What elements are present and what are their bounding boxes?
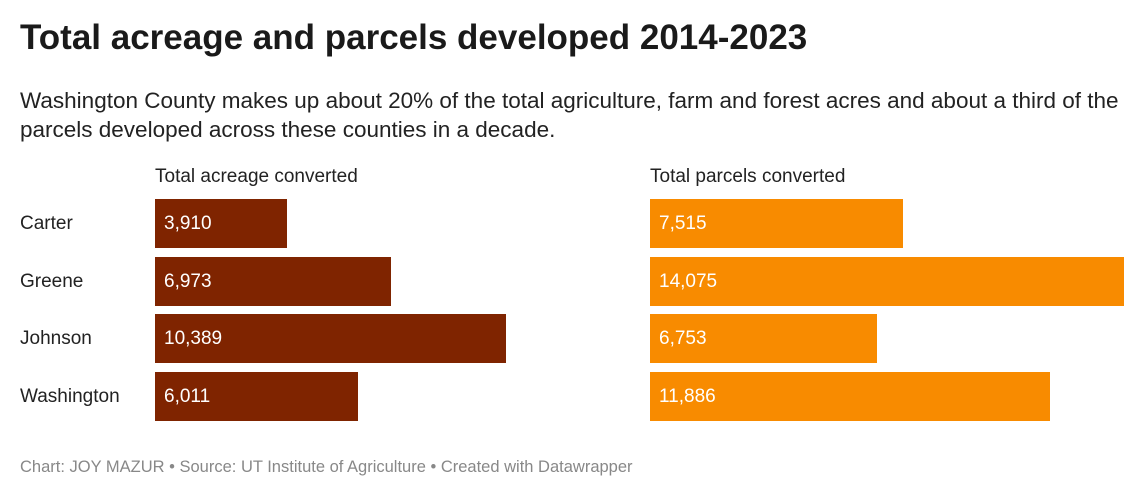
- data-label: 6,753: [659, 328, 707, 349]
- data-label: 6,011: [164, 385, 211, 407]
- column-header-parcels: Total parcels converted: [650, 166, 846, 187]
- bar: [650, 371, 1051, 421]
- bar: [155, 199, 288, 248]
- column-header-acreage: Total acreage converted: [155, 166, 358, 187]
- row-label: Carter: [20, 213, 73, 234]
- bar: [650, 256, 1124, 306]
- row-label: Greene: [20, 270, 84, 292]
- data-label: 3,910: [164, 213, 212, 234]
- data-label: 10,389: [164, 328, 223, 349]
- bar: [650, 314, 878, 363]
- bar: [155, 371, 359, 421]
- data-label: 11,886: [659, 385, 716, 407]
- chart-title: Total acreage and parcels developed 2014…: [20, 18, 808, 57]
- chart-subtitle: Washington County makes up about 20% of …: [20, 88, 1119, 142]
- data-label: 14,075: [659, 270, 718, 292]
- bar: [650, 199, 904, 248]
- bar: [155, 314, 506, 363]
- chart-footer: Chart: JOY MAZUR • Source: UT Institute …: [20, 458, 633, 476]
- data-label: 7,515: [659, 213, 707, 234]
- row-label: Johnson: [20, 328, 92, 349]
- data-label: 6,973: [164, 270, 212, 292]
- row-label: Washington: [20, 385, 120, 407]
- bar: [155, 256, 391, 306]
